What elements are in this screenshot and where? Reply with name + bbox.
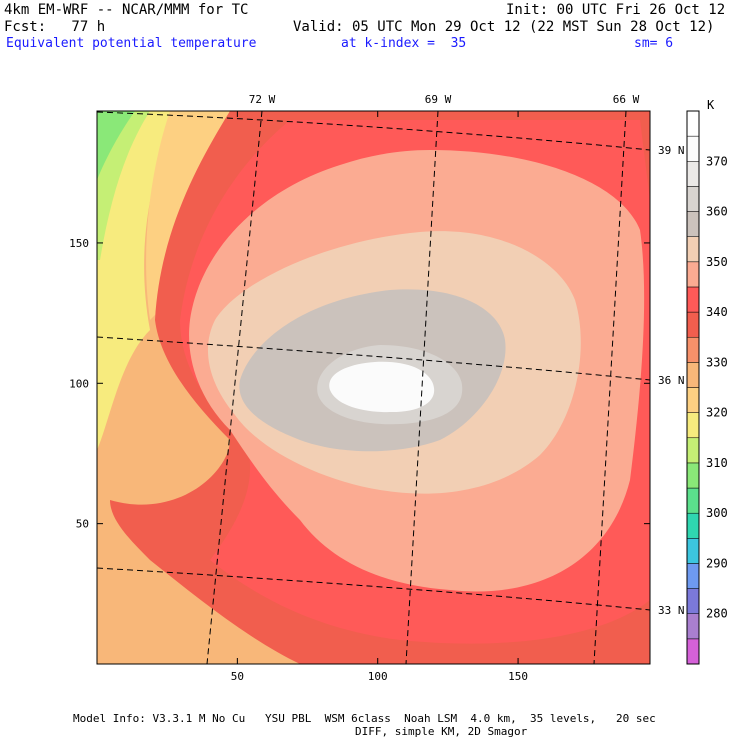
colorbar-swatch bbox=[686, 211, 700, 237]
lon-72-line bbox=[206, 111, 263, 664]
lat-36-line bbox=[97, 336, 650, 381]
init-time: Init: 00 UTC Fri 26 Oct 12 bbox=[506, 2, 726, 18]
lat-label: 39 N bbox=[658, 144, 685, 157]
field-title: Equivalent potential temperature bbox=[6, 36, 257, 51]
valid-time: Valid: 05 UTC Mon 29 Oct 12 (22 MST Sun … bbox=[293, 19, 715, 35]
colorbar-swatch bbox=[686, 412, 700, 439]
colorbar-swatch bbox=[686, 462, 700, 489]
lat-lon-grid bbox=[97, 111, 650, 664]
y-tick-label: 50 bbox=[76, 518, 89, 531]
colorbar-swatch bbox=[686, 236, 700, 263]
field-west-yellow bbox=[97, 111, 180, 450]
colorbar-label: 290 bbox=[706, 556, 728, 570]
colorbar-swatch bbox=[686, 362, 700, 388]
colorbar-swatch bbox=[686, 186, 700, 212]
k-index: at k-index = 35 bbox=[341, 36, 467, 51]
colorbar-label: 360 bbox=[706, 205, 728, 219]
colorbar-label: 280 bbox=[706, 607, 728, 621]
field-eye bbox=[329, 361, 435, 413]
colorbar-swatch bbox=[686, 387, 700, 413]
colorbar-swatch bbox=[686, 437, 700, 464]
plot-frame bbox=[96, 110, 651, 665]
colorbar-swatch bbox=[686, 336, 700, 363]
lat-label: 36 N bbox=[658, 374, 685, 387]
lon-label: 69 W bbox=[425, 93, 452, 106]
colorbar-label: 310 bbox=[706, 456, 728, 470]
colorbar-swatch bbox=[686, 588, 700, 614]
colorbar-swatch bbox=[686, 135, 700, 162]
lon-69-line bbox=[405, 111, 439, 664]
x-tick-label: 100 bbox=[368, 670, 388, 683]
colorbar-swatch bbox=[686, 563, 700, 589]
colorbar-swatch bbox=[686, 512, 700, 539]
lat-39-line bbox=[97, 111, 650, 151]
axis-ticks: 50 100 150 50 100 150 bbox=[69, 111, 650, 683]
lon-label: 66 W bbox=[613, 93, 640, 106]
model-info: Model Info: V3.3.1 M No Cu YSU PBL WSM 6… bbox=[73, 712, 656, 725]
colorbar-swatch bbox=[686, 638, 700, 665]
colorbar-swatch bbox=[686, 613, 700, 640]
model-title: 4km EM-WRF -- NCAR/MMM for TC bbox=[4, 2, 249, 18]
colorbar-swatch bbox=[686, 161, 700, 187]
colorbar-swatch bbox=[686, 110, 700, 137]
colorbar-swatch bbox=[686, 261, 700, 288]
colorbar-label: 350 bbox=[706, 255, 728, 269]
x-tick-label: 50 bbox=[231, 670, 244, 683]
theta-e-chart: 50 100 150 50 100 150 72 W 69 W 66 W 39 N 36 N 33 … bbox=[69, 93, 728, 683]
colorbar-swatch bbox=[686, 487, 700, 514]
y-tick-label: 100 bbox=[69, 377, 89, 390]
lon-66-line bbox=[593, 111, 627, 664]
smoothing: sm= 6 bbox=[634, 36, 674, 51]
model-info-2: DIFF, simple KM, 2D Smagor bbox=[355, 725, 528, 738]
colorbar-label: 300 bbox=[706, 506, 728, 520]
field-nw-green bbox=[97, 111, 135, 180]
colorbar-label: 330 bbox=[706, 355, 728, 369]
colorbar-label: 370 bbox=[706, 154, 728, 168]
forecast-hour: Fcst: 77 h bbox=[4, 19, 106, 35]
colorbar-swatch bbox=[686, 286, 700, 313]
colorbar-unit: K bbox=[707, 98, 715, 112]
x-tick-label: 150 bbox=[508, 670, 528, 683]
colorbar: 280 290 300 310 320 330 340 350 360 370 K bbox=[686, 98, 728, 665]
colorbar-label: 320 bbox=[706, 406, 728, 420]
colorbar-swatch bbox=[686, 311, 700, 338]
colorbar-frame bbox=[686, 110, 700, 665]
lat-lon-labels: 72 W 69 W 66 W 39 N 36 N 33 N bbox=[249, 93, 685, 617]
y-tick-label: 150 bbox=[69, 237, 89, 250]
lon-label: 72 W bbox=[249, 93, 276, 106]
colorbar-label: 340 bbox=[706, 305, 728, 319]
theta-e-field bbox=[97, 111, 650, 664]
lat-33-line bbox=[97, 567, 650, 611]
lat-label: 33 N bbox=[658, 604, 685, 617]
colorbar-swatch bbox=[686, 538, 700, 564]
